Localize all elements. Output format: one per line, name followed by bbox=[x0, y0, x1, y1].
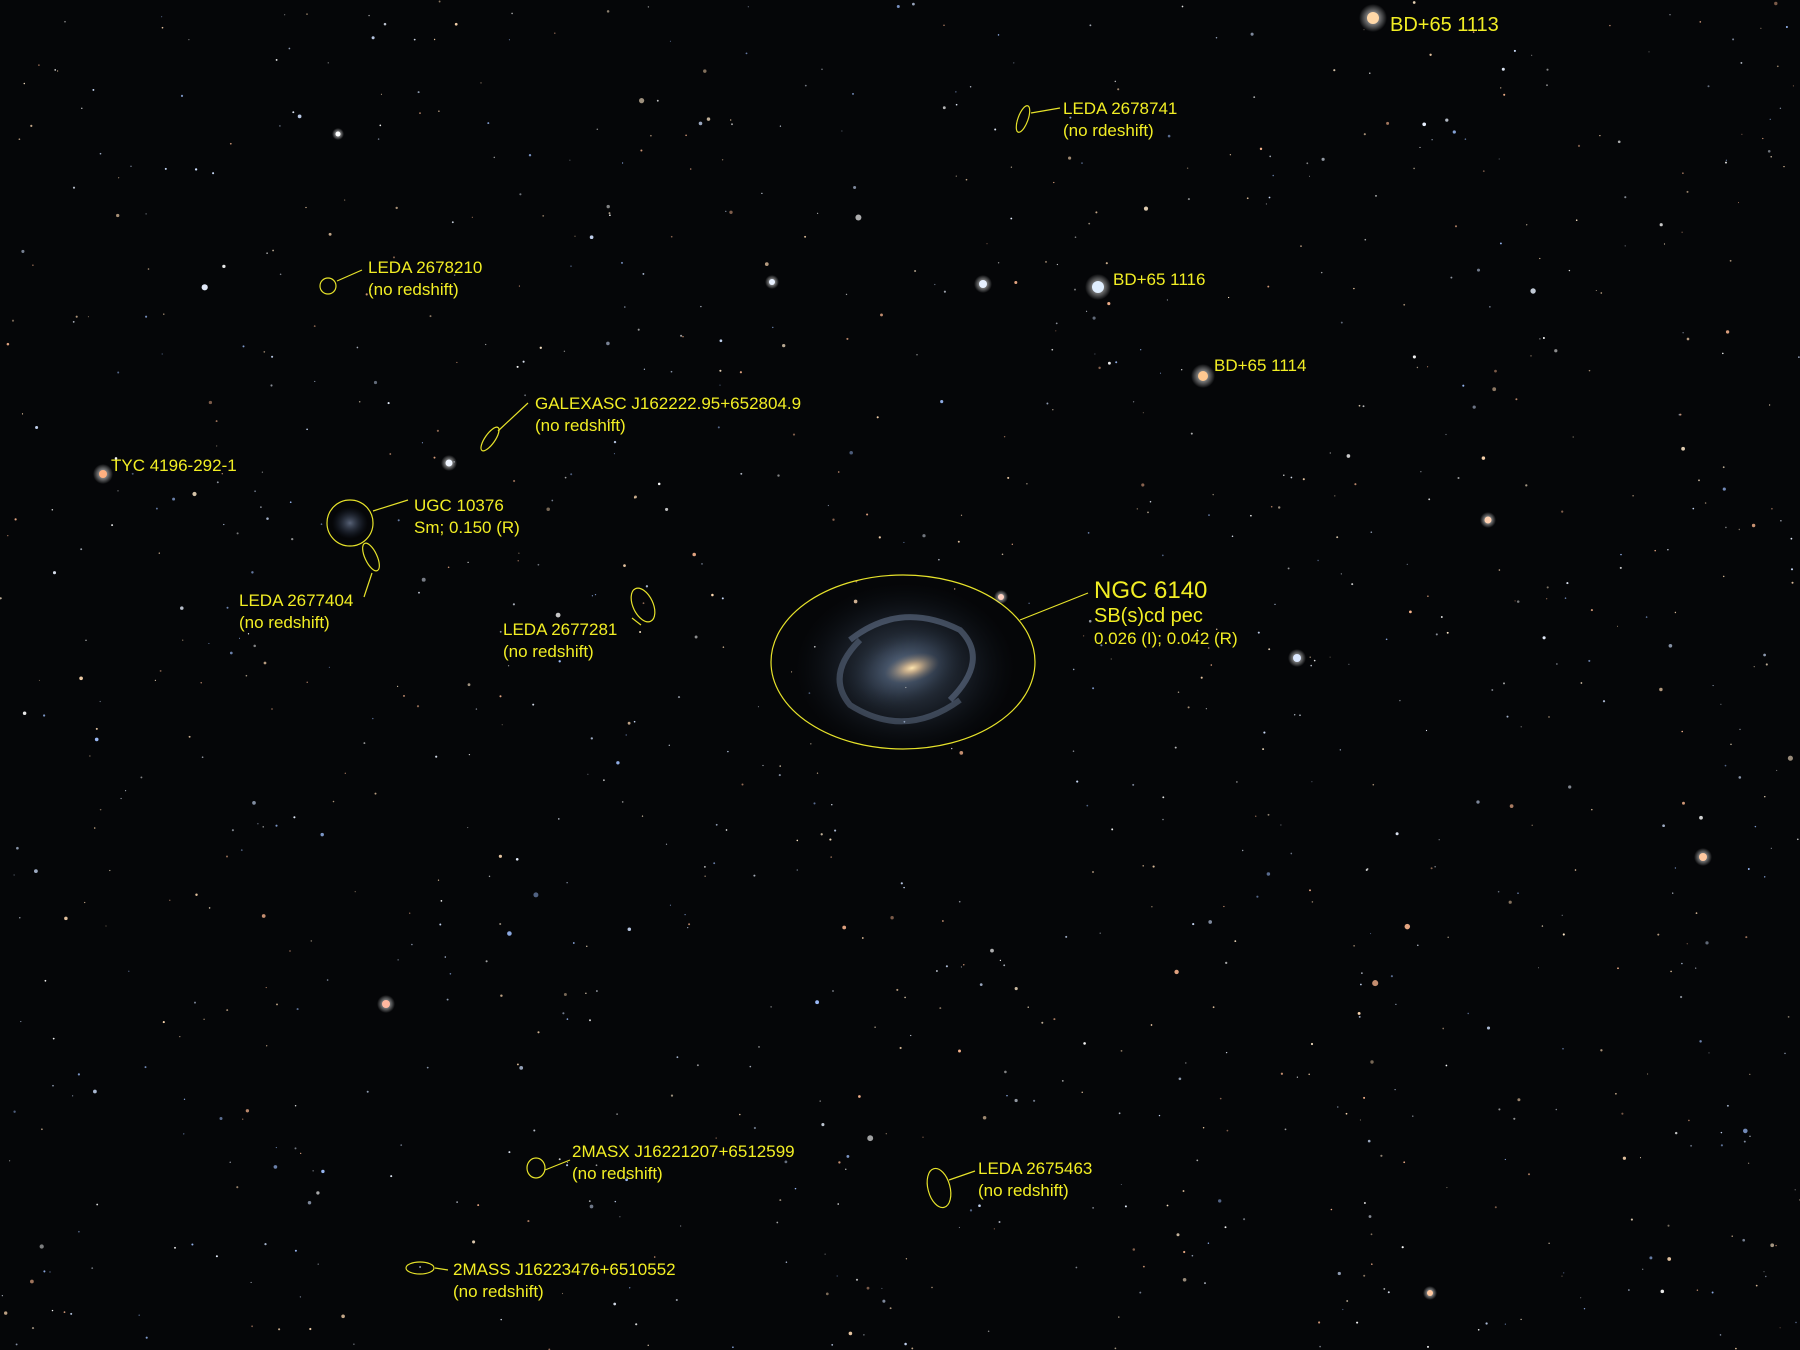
ugc10376-marker bbox=[326, 499, 374, 547]
ngc6140-redshift: 0.026 (I); 0.042 (R) bbox=[1094, 629, 1238, 648]
ngc6140-label: NGC 6140 SB(s)cd pec 0.026 (I); 0.042 (R… bbox=[1094, 578, 1238, 650]
twomass-note: (no redshift) bbox=[453, 1282, 544, 1301]
leda2677281-label: LEDA 2677281 (no redshift) bbox=[503, 619, 617, 663]
leda2677281-marker bbox=[630, 587, 656, 623]
leda2678210-note: (no redshift) bbox=[368, 280, 459, 299]
ugc10376-name: UGC 10376 bbox=[414, 496, 504, 515]
ngc6140-name: NGC 6140 bbox=[1094, 577, 1208, 604]
ugc10376-label: UGC 10376 Sm; 0.150 (R) bbox=[414, 495, 520, 539]
ugc10376-galaxy bbox=[332, 507, 368, 539]
annotation-markers bbox=[319, 105, 1089, 1275]
galexasc-name: GALEXASC J162222.95+652804.9 bbox=[535, 394, 802, 413]
ngc6140-marker bbox=[770, 574, 1036, 750]
twomasx-marker bbox=[526, 1157, 546, 1179]
twomass-name: 2MASS J16223476+6510552 bbox=[453, 1260, 676, 1279]
leda2678741-label: LEDA 2678741 (no rdeshift) bbox=[1063, 98, 1177, 142]
galexasc-note: (no redshift) bbox=[535, 416, 626, 435]
leda2677281-name: LEDA 2677281 bbox=[503, 620, 618, 639]
bd65-1114-label: BD+65 1114 bbox=[1214, 356, 1307, 375]
leda2678741-marker bbox=[1015, 105, 1031, 133]
leda2678210-label: LEDA 2678210 (no redshift) bbox=[368, 257, 482, 301]
leda2678741-name: LEDA 2678741 bbox=[1063, 99, 1178, 118]
twomass-label: 2MASS J16223476+6510552 (no redshift) bbox=[453, 1259, 676, 1303]
tyc-label: TYC 4196-292-1 bbox=[111, 456, 237, 475]
bd65-1113-label: BD+65 1113 bbox=[1390, 14, 1499, 36]
bd65-1116-label: BD+65 1116 bbox=[1113, 270, 1206, 289]
galexasc-label: GALEXASC J162222.95+652804.9 (no redshif… bbox=[535, 393, 801, 437]
leda2677404-label: LEDA 2677404 (no redshift) bbox=[239, 590, 353, 634]
leda2675463-label: LEDA 2675463 (no redshift) bbox=[978, 1158, 1092, 1202]
leda2675463-note: (no redshift) bbox=[978, 1181, 1069, 1200]
leda2677404-name: LEDA 2677404 bbox=[239, 591, 354, 610]
leda2678210-marker bbox=[319, 277, 337, 295]
ugc10376-info: Sm; 0.150 (R) bbox=[414, 518, 520, 537]
galexasc-marker bbox=[480, 426, 500, 452]
twomasx-name: 2MASX J16221207+6512599 bbox=[572, 1142, 795, 1161]
leda2675463-name: LEDA 2675463 bbox=[978, 1159, 1093, 1178]
ngc6140-type: SB(s)cd pec bbox=[1094, 605, 1203, 627]
leda2678210-name: LEDA 2678210 bbox=[368, 258, 483, 277]
twomasx-label: 2MASX J16221207+6512599 (no redshift) bbox=[572, 1141, 795, 1185]
bright-stars bbox=[93, 4, 1712, 1300]
leda2677404-note: (no redshift) bbox=[239, 613, 330, 632]
twomasx-note: (no redshift) bbox=[572, 1164, 663, 1183]
leda2678741-note: (no rdeshift) bbox=[1063, 121, 1154, 140]
twomass-marker bbox=[405, 1261, 435, 1275]
leda2677404-marker bbox=[362, 542, 380, 572]
ngc6140-galaxy bbox=[795, 583, 1015, 753]
leda2675463-marker bbox=[926, 1167, 952, 1209]
leda2677281-note: (no redshift) bbox=[503, 642, 594, 661]
